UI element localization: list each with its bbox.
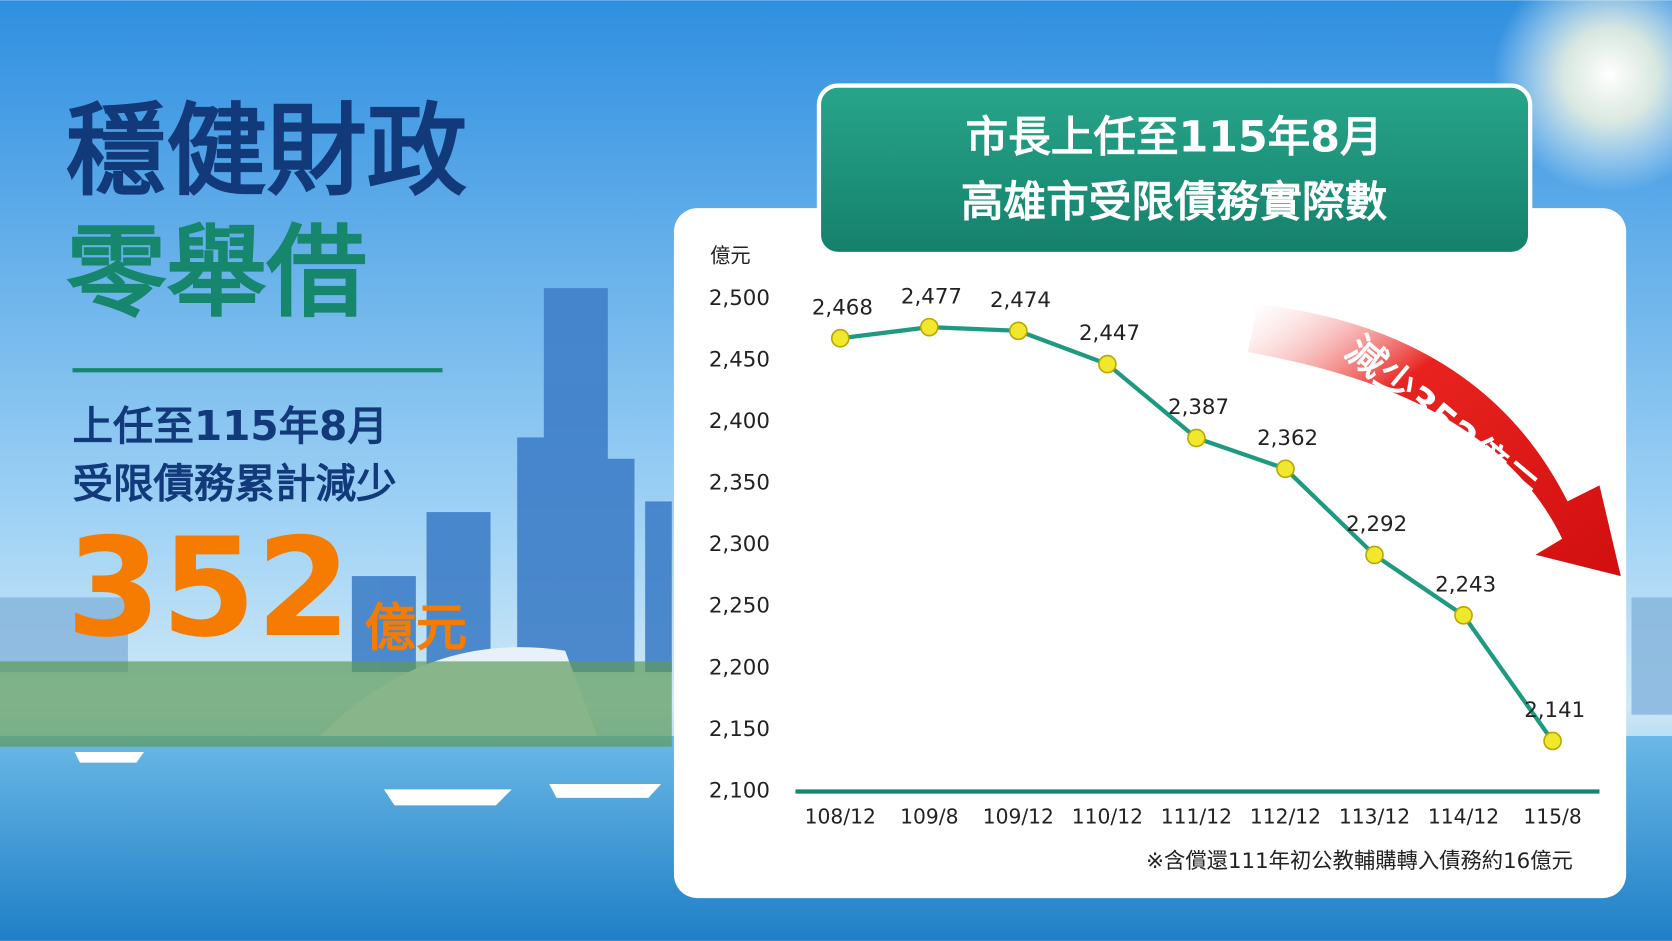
y-tick-label: 2,400 <box>709 409 770 434</box>
y-axis-label: 億元 <box>710 244 751 268</box>
chart-title: 高雄市受限債務實際數 <box>961 177 1388 227</box>
x-tick-label: 109/8 <box>900 805 958 829</box>
y-tick-label: 2,250 <box>709 594 770 619</box>
y-tick-label: 2,200 <box>709 655 770 680</box>
x-tick-label: 110/12 <box>1072 805 1143 829</box>
data-point <box>1187 428 1206 448</box>
x-tick-label: 108/12 <box>805 805 876 829</box>
y-tick-label: 2,100 <box>709 778 770 803</box>
x-tick-label: 112/12 <box>1250 805 1321 829</box>
subtitle-1: 上任至115年8月 <box>73 402 388 450</box>
y-tick-label: 2,150 <box>709 717 770 742</box>
decline-arrow <box>1247 304 1621 577</box>
data-label: 2,468 <box>812 295 873 320</box>
data-label: 2,141 <box>1524 698 1585 723</box>
data-label: 2,362 <box>1257 426 1318 451</box>
x-tick-label: 113/12 <box>1339 805 1410 829</box>
data-label: 2,477 <box>901 284 962 309</box>
x-tick-label: 114/12 <box>1428 805 1499 829</box>
data-point <box>1543 731 1562 751</box>
y-tick-label: 2,450 <box>709 347 770 372</box>
data-label: 2,292 <box>1346 512 1407 537</box>
data-point <box>1365 545 1384 565</box>
headline-1: 穩健財政 <box>66 92 467 209</box>
footnote: ※含償還111年初公教輔購轉入債務約16億元 <box>1146 849 1573 874</box>
data-point <box>830 328 850 348</box>
y-tick-label: 2,500 <box>709 286 770 311</box>
data-point <box>1009 321 1028 341</box>
data-label: 2,243 <box>1435 572 1496 597</box>
y-tick-label: 2,350 <box>709 471 770 496</box>
x-tick-label: 111/12 <box>1161 805 1232 829</box>
sun <box>1492 0 1672 193</box>
data-point <box>1454 606 1473 625</box>
x-tick-label: 115/8 <box>1523 805 1581 829</box>
data-point <box>1098 354 1117 374</box>
city-skyline <box>0 288 1672 715</box>
park <box>0 661 672 747</box>
amount: 352 <box>66 509 351 668</box>
chart-header <box>816 83 1533 257</box>
x-tick-label: 109/12 <box>983 805 1054 829</box>
data-label: 2,474 <box>990 288 1051 313</box>
amount-unit: 億元 <box>365 599 467 659</box>
y-tick-label: 2,300 <box>709 532 770 557</box>
data-point <box>1276 459 1295 479</box>
headline-2: 零舉借 <box>66 214 367 331</box>
data-label: 2,387 <box>1168 395 1229 420</box>
data-point <box>919 317 939 337</box>
boats <box>74 752 662 806</box>
subtitle-2: 受限債務累計減少 <box>73 459 397 507</box>
chart-title: 市長上任至115年8月 <box>965 112 1382 162</box>
data-label: 2,447 <box>1079 321 1140 346</box>
